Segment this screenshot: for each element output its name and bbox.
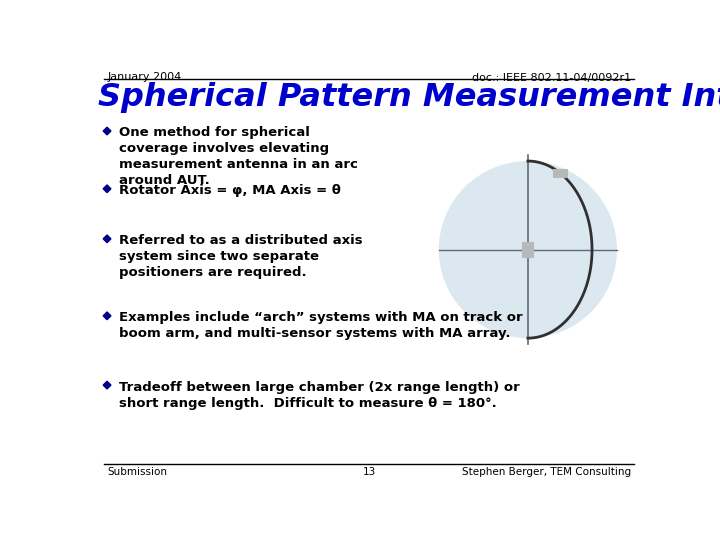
Text: Rotator Axis = φ, MA Axis = θ: Rotator Axis = φ, MA Axis = θ xyxy=(120,184,341,197)
Text: doc.: IEEE 802.11-04/0092r1: doc.: IEEE 802.11-04/0092r1 xyxy=(472,72,631,83)
Text: 13: 13 xyxy=(362,467,376,477)
Text: Referred to as a distributed axis
system since two separate
positioners are requ: Referred to as a distributed axis system… xyxy=(120,234,363,279)
Text: Submission: Submission xyxy=(107,467,167,477)
Polygon shape xyxy=(103,235,111,242)
Polygon shape xyxy=(103,185,111,193)
Polygon shape xyxy=(103,127,111,135)
Circle shape xyxy=(438,161,617,338)
Text: January 2004: January 2004 xyxy=(107,72,181,83)
Bar xyxy=(553,169,567,177)
Polygon shape xyxy=(103,312,111,320)
Text: Examples include “arch” systems with MA on track or
boom arm, and multi-sensor s: Examples include “arch” systems with MA … xyxy=(120,311,523,340)
Polygon shape xyxy=(103,381,111,389)
Text: One method for spherical
coverage involves elevating
measurement antenna in an a: One method for spherical coverage involv… xyxy=(120,126,359,187)
Text: Tradeoff between large chamber (2x range length) or
short range length.  Difficu: Tradeoff between large chamber (2x range… xyxy=(120,381,521,409)
Text: Stephen Berger, TEM Consulting: Stephen Berger, TEM Consulting xyxy=(462,467,631,477)
Text: Spherical Pattern Measurement Intro: Spherical Pattern Measurement Intro xyxy=(98,82,720,113)
Bar xyxy=(523,242,534,257)
